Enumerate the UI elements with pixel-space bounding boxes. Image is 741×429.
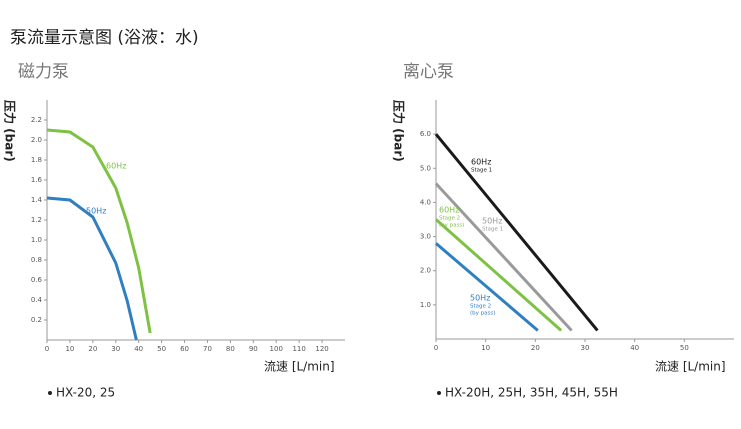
series-sublabel: Stage 2 (470, 304, 491, 310)
series-sublabel: (by pass) (470, 311, 495, 317)
y-tick-label: 1.4 (31, 196, 43, 204)
y-tick-label: 0.8 (31, 256, 42, 264)
y-tick-label: 4.0 (420, 198, 431, 206)
y-tick-label: 0.4 (31, 296, 43, 304)
y-tick-label: 2.0 (31, 136, 42, 144)
x-tick-label: 50 (157, 345, 166, 353)
note: HX-20, 25 (56, 386, 115, 400)
y-tick-label: 1.8 (31, 156, 42, 164)
chart-title: 离心泵 (403, 62, 454, 82)
y-tick-label: 3.0 (420, 233, 431, 241)
x-tick-label: 20 (88, 345, 97, 353)
x-axis-label: 流速 [L/min] (655, 360, 726, 374)
x-tick-label: 80 (226, 345, 235, 353)
y-tick-label: 2.0 (420, 267, 431, 275)
page-title: 泵流量示意图 (浴液：水) (10, 28, 199, 48)
x-tick-label: 70 (203, 345, 212, 353)
x-tick-label: 60 (180, 345, 189, 353)
y-axis-label: 压力 (bar) (392, 100, 407, 162)
x-tick-label: 40 (630, 344, 639, 352)
series-label: 60Hz (439, 206, 459, 215)
y-tick-label: 0.6 (31, 276, 43, 284)
y-tick-label: 0.2 (31, 316, 42, 324)
series-label: 50Hz (86, 207, 106, 216)
x-tick-label: 30 (581, 344, 590, 352)
series-sublabel: Stage 1 (482, 227, 503, 233)
series-label: 50Hz (470, 294, 490, 303)
x-tick-label: 10 (65, 345, 74, 353)
x-tick-label: 0 (434, 344, 438, 352)
y-axis-label: 压力 (bar) (3, 100, 18, 162)
x-tick-label: 110 (292, 345, 305, 353)
series-sublabel: Stage 2 (439, 216, 460, 222)
x-tick-label: 100 (270, 345, 283, 353)
series-line (435, 242, 539, 332)
series-line (435, 218, 563, 332)
y-tick-label: 1.0 (31, 236, 42, 244)
series-sublabel: Stage 1 (471, 168, 492, 174)
series-label: 60Hz (471, 158, 491, 167)
series-sublabel: (by pass) (439, 223, 464, 229)
series-line (434, 133, 599, 332)
y-tick-label: 2.2 (31, 116, 42, 124)
y-tick-label: 5.0 (420, 164, 431, 172)
series-label: 50Hz (482, 217, 502, 226)
y-tick-label: 1.2 (31, 216, 42, 224)
note: HX-20H, 25H, 35H, 45H, 55H (445, 386, 618, 400)
x-tick-label: 30 (111, 345, 120, 353)
x-tick-label: 50 (680, 344, 689, 352)
x-tick-label: 90 (249, 345, 258, 353)
series-line (46, 128, 152, 334)
y-tick-label: 1.6 (31, 176, 43, 184)
x-axis-label: 流速 [L/min] (264, 360, 335, 374)
chart-title: 磁力泵 (18, 62, 69, 82)
y-tick-label: 6.0 (420, 130, 431, 138)
x-tick-label: 20 (531, 344, 540, 352)
x-tick-label: 0 (45, 345, 49, 353)
series-line (46, 196, 138, 341)
series-label: 60Hz (106, 162, 126, 171)
y-tick-label: 1.0 (420, 301, 431, 309)
series-line (434, 182, 573, 332)
bullet (48, 391, 52, 395)
x-tick-label: 120 (315, 345, 328, 353)
x-tick-label: 40 (134, 345, 143, 353)
x-tick-label: 10 (481, 344, 490, 352)
bullet (437, 391, 441, 395)
